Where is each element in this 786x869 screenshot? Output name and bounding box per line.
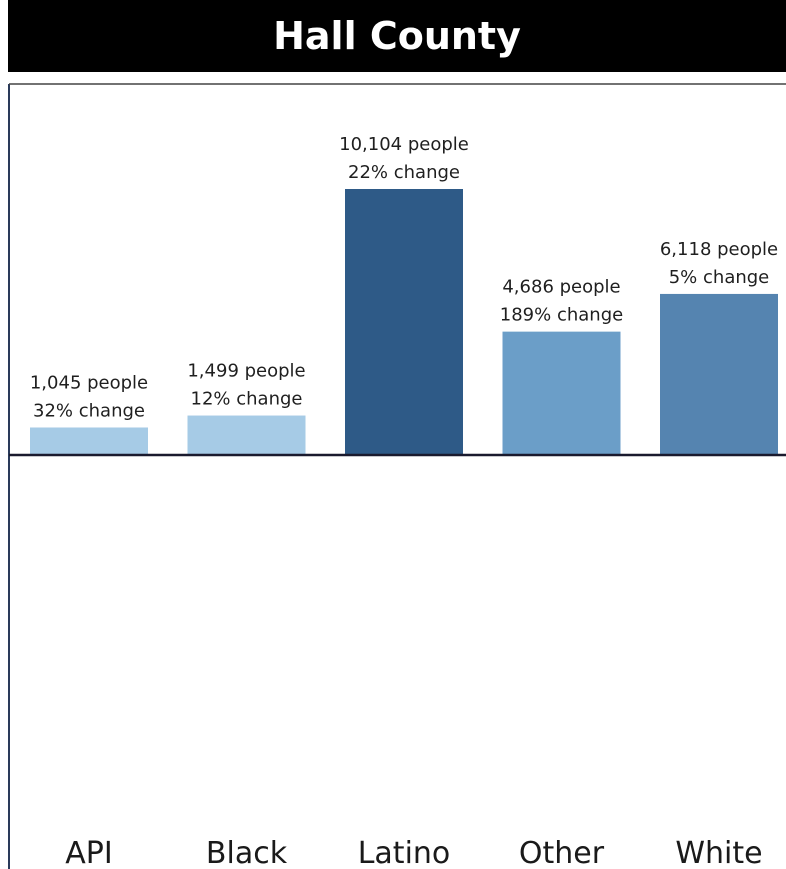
bar-white — [660, 293, 778, 455]
value-label-black: 1,499 people — [187, 361, 305, 382]
category-label-other: Other — [519, 836, 605, 869]
change-label-black: 12% change — [191, 389, 303, 410]
value-label-other: 4,686 people — [502, 277, 620, 298]
bar-other — [502, 331, 621, 455]
chart-title: Hall County — [8, 0, 786, 72]
bar-black — [187, 415, 306, 455]
category-label-api: API — [65, 836, 112, 869]
value-label-latino: 10,104 people — [339, 134, 469, 155]
value-label-api: 1,045 people — [30, 372, 148, 393]
category-label-white: White — [675, 836, 762, 869]
bar-chart: 1,045 people 32% change API 1,499 people 12%… — [8, 83, 786, 869]
change-label-latino: 22% change — [348, 162, 460, 183]
change-label-other: 189% change — [500, 305, 623, 326]
bar-latino — [345, 189, 463, 455]
change-label-white: 5% change — [669, 267, 770, 288]
value-label-white: 6,118 people — [660, 239, 778, 260]
bar-api — [30, 427, 148, 455]
category-label-latino: Latino — [358, 836, 451, 869]
category-label-black: Black — [206, 836, 288, 869]
change-label-api: 32% change — [33, 400, 145, 421]
